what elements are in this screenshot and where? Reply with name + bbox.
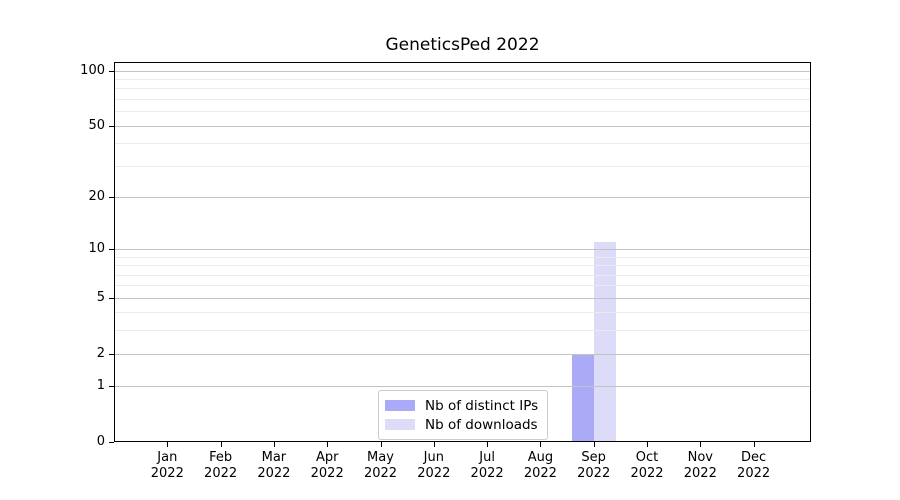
y-tick-label-100: 100 [80,62,105,78]
y-tick-50 [109,125,114,127]
x-tick-oct [647,442,648,447]
y-tick-label-10: 10 [88,240,105,256]
x-tick-jun [433,442,435,447]
x-tick-label-sep: Sep 2022 [577,450,611,481]
y-tick-label-5: 5 [96,289,105,305]
gridline-major-50 [114,125,811,127]
x-tick-label-jan: Jan 2022 [150,450,184,481]
gridline-minor-4 [114,312,811,314]
legend: Nb of distinct IPs Nb of downloads [378,390,549,440]
y-tick-5 [109,297,114,299]
legend-swatch-distinct-ips [385,400,415,411]
gridline-major-5 [114,297,811,299]
gridline-minor-60 [114,111,811,113]
gridline-major-20 [114,196,811,198]
legend-entry-distinct-ips: Nb of distinct IPs [385,396,538,415]
y-tick-100 [109,70,114,72]
x-tick-label-dec: Dec 2022 [737,450,771,481]
x-tick-may [380,442,382,447]
x-tick-mar [273,442,275,447]
gridline-major-100 [114,70,811,72]
x-tick-jan [167,442,169,447]
plot-border [114,62,811,442]
gridline-minor-9 [114,256,811,258]
x-tick-label-nov: Nov 2022 [683,450,717,481]
x-tick-nov [700,442,702,447]
gridline-minor-80 [114,88,811,90]
legend-entry-downloads: Nb of downloads [385,415,538,434]
x-tick-sep [593,442,595,447]
legend-swatch-downloads [385,419,415,430]
gridline-minor-40 [114,143,811,145]
x-tick-label-aug: Aug 2022 [523,450,557,481]
gridline-minor-6 [114,285,811,287]
x-tick-feb [220,442,222,447]
y-tick-label-50: 50 [88,117,105,133]
y-tick-0 [109,442,114,443]
x-tick-label-jul: Jul 2022 [470,450,504,481]
x-tick-label-mar: Mar 2022 [257,450,291,481]
y-tick-2 [109,353,114,355]
x-tick-dec [753,442,755,447]
y-tick-label-20: 20 [88,188,105,204]
bar-sep-series1 [593,241,616,442]
x-tick-label-may: May 2022 [363,450,398,481]
x-tick-label-jun: Jun 2022 [417,450,451,481]
chart-title: GeneticsPed 2022 [385,35,540,55]
y-tick-label-2: 2 [96,345,105,361]
gridline-major-10 [114,248,811,250]
bar-sep-series0 [571,353,594,442]
y-tick-label-1: 1 [96,378,105,394]
gridline-minor-90 [114,78,811,80]
gridline-major-1 [114,386,811,388]
gridline-major-2 [114,353,811,355]
legend-label-distinct-ips: Nb of distinct IPs [425,397,539,414]
gridline-minor-7 [114,274,811,276]
x-tick-jul [487,442,489,447]
x-tick-label-oct: Oct 2022 [630,450,664,481]
x-tick-apr [327,442,329,447]
x-tick-label-apr: Apr 2022 [310,450,344,481]
y-tick-20 [109,196,114,198]
gridline-minor-30 [114,165,811,167]
x-tick-label-feb: Feb 2022 [204,450,238,481]
y-tick-label-0: 0 [96,434,105,449]
x-tick-aug [540,442,542,447]
y-tick-10 [109,248,114,250]
gridline-minor-8 [114,265,811,267]
legend-label-downloads: Nb of downloads [425,416,538,433]
gridline-minor-3 [114,330,811,332]
gridline-minor-70 [114,98,811,100]
y-tick-1 [109,386,114,388]
